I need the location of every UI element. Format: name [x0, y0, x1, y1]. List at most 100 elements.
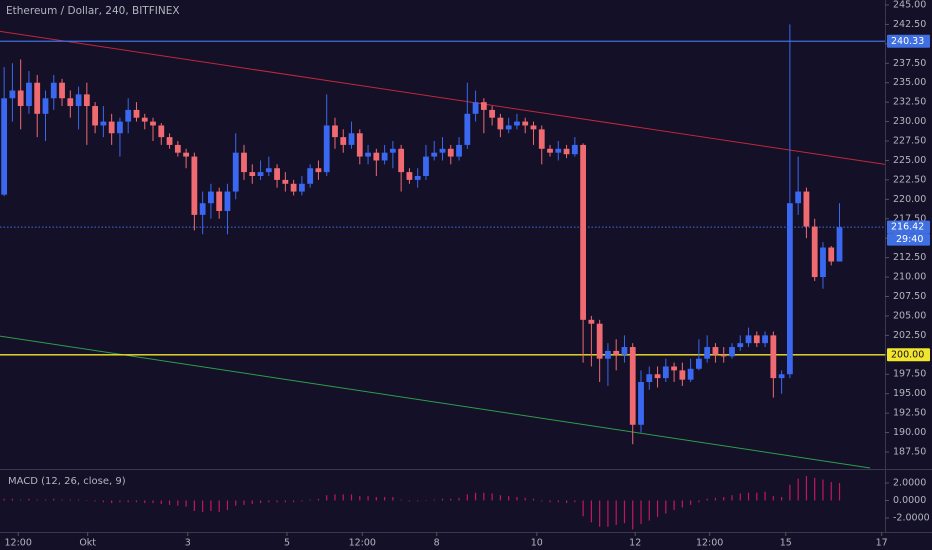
candle-body — [398, 148, 405, 173]
candle-body — [646, 374, 653, 383]
macd-bar — [119, 500, 121, 503]
macd-tick-label: -2.0000 — [893, 512, 930, 523]
macd-bar — [3, 498, 5, 501]
candle-body — [17, 90, 24, 107]
candle-body — [571, 144, 578, 155]
candle-body — [836, 227, 843, 262]
candle-body — [720, 354, 727, 357]
macd-bar — [541, 500, 543, 502]
candle-body — [712, 347, 719, 355]
candle-body — [158, 125, 165, 138]
macd-bar — [450, 498, 452, 501]
macd-bar — [53, 498, 55, 501]
candle-body — [290, 183, 297, 192]
candle-body — [745, 335, 752, 344]
candle-body — [83, 94, 90, 107]
candle-body — [232, 152, 239, 192]
macd-bar — [284, 500, 286, 503]
trendline — [0, 30, 886, 165]
macd-bar — [623, 500, 626, 524]
x-tick-label: 8 — [434, 538, 440, 549]
candle-body — [249, 172, 256, 177]
candle-body — [811, 226, 818, 278]
macd-bar — [309, 499, 311, 501]
y-tick-label: 220.00 — [893, 194, 926, 205]
macd-bar — [797, 478, 799, 501]
price-marker — [887, 348, 930, 362]
candle-body — [356, 133, 363, 157]
candle-body — [174, 144, 181, 153]
y-tick-label: 225.00 — [893, 155, 926, 166]
candle-body — [34, 82, 41, 114]
y-tick-label: 197.50 — [893, 369, 926, 380]
macd-bar — [135, 500, 138, 503]
macd-bar — [152, 500, 154, 504]
candle-body — [265, 168, 272, 173]
macd-bar — [656, 500, 659, 518]
candle-body — [191, 156, 198, 215]
macd-bar — [210, 500, 212, 511]
macd-bar — [805, 475, 808, 501]
macd-bar — [731, 495, 733, 501]
candle-body — [365, 152, 371, 157]
y-tick-label: 245.00 — [893, 0, 926, 10]
y-tick-label: 217.50 — [893, 213, 926, 224]
macd-tick-label: 0.0000 — [893, 495, 926, 506]
macd-bar — [350, 494, 353, 501]
y-tick-label: 237.50 — [893, 58, 926, 69]
macd-bar — [739, 493, 741, 501]
y-tick-label: 242.50 — [893, 19, 926, 30]
macd-bar — [392, 496, 394, 501]
candle-body — [580, 144, 587, 320]
macd-bar — [665, 500, 667, 514]
macd-bar — [532, 498, 535, 501]
candle-body — [133, 109, 140, 118]
macd-bar — [491, 493, 493, 501]
macd-bar — [516, 496, 518, 501]
macd-bar — [557, 500, 559, 503]
y-tick-label: 212.50 — [893, 252, 926, 263]
macd-bar — [524, 497, 526, 501]
candle-body — [274, 168, 280, 180]
candle-body — [117, 121, 123, 134]
candle-body — [216, 191, 223, 211]
plot — [0, 24, 886, 530]
price-marker-label: 240.33 — [891, 36, 924, 47]
macd-bar — [830, 482, 832, 501]
candle-body — [778, 374, 785, 379]
candle-body — [59, 82, 65, 99]
candle-body — [75, 94, 82, 107]
macd-bar — [243, 500, 245, 505]
macd-bar — [747, 492, 750, 501]
candle-body — [100, 121, 107, 126]
x-tick-label: 17 — [876, 538, 888, 549]
candle-body — [638, 382, 644, 425]
macd-bar — [226, 500, 229, 511]
macd-bar — [632, 500, 634, 530]
candle-body — [563, 148, 570, 155]
candle-body — [348, 133, 355, 145]
macd-bar — [276, 500, 278, 503]
x-tick-label: 10 — [531, 538, 543, 549]
chart-title: Ethereum / Dollar, 240, BITFINEX — [6, 5, 180, 17]
candle-body — [332, 125, 338, 138]
candle-body — [547, 148, 553, 153]
macd-bar — [433, 499, 435, 501]
candle-body — [241, 152, 247, 173]
macd-bar — [259, 500, 262, 504]
candle-body — [257, 172, 264, 177]
macd-bar — [474, 492, 477, 501]
candle-body — [9, 90, 16, 99]
candle-body — [1, 98, 8, 195]
price-marker-label: 216.42 — [891, 222, 924, 233]
macd-bar — [218, 500, 220, 512]
macd-bar — [28, 498, 30, 501]
candle-body — [141, 117, 148, 122]
macd-bar — [838, 482, 841, 501]
candle-body — [431, 152, 438, 157]
x-tick-label: 15 — [780, 538, 792, 549]
macd-bar — [789, 484, 791, 501]
candle-body — [464, 113, 471, 145]
x-tick-label: 12:00 — [5, 538, 32, 549]
